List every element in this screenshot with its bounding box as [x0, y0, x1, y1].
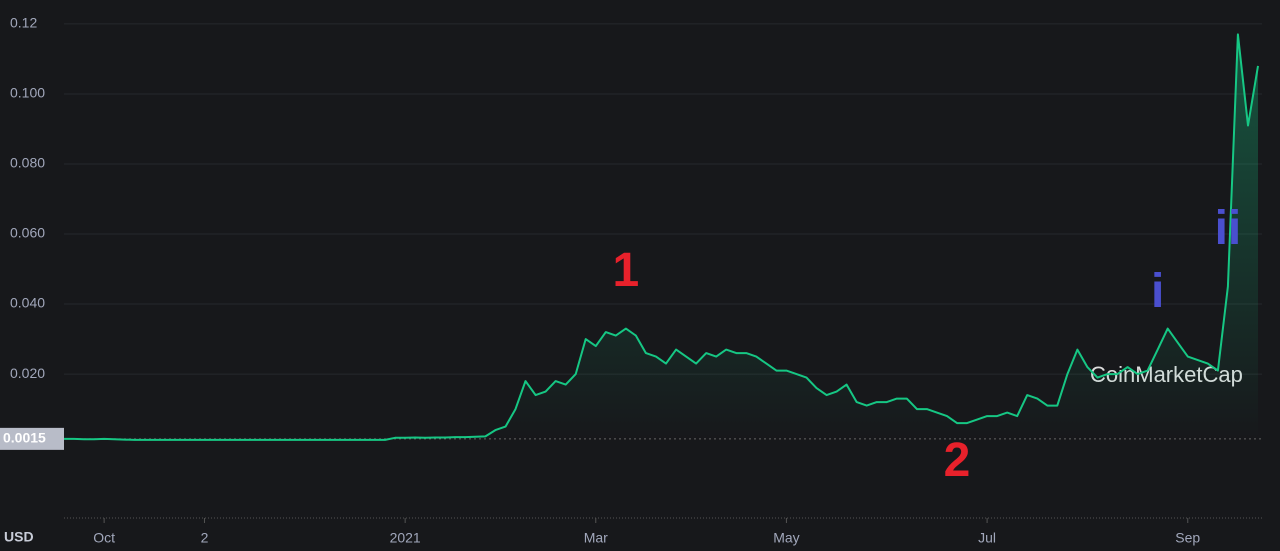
annotation: ii: [1215, 202, 1242, 255]
x-tick-label: 2: [201, 530, 209, 546]
area: [64, 34, 1258, 440]
y-tick-label: 0.080: [10, 155, 45, 171]
y-tick-label: 0.040: [10, 295, 45, 311]
x-tick-label: May: [773, 530, 799, 546]
reference-label-box: [0, 427, 64, 450]
annotation: 1: [613, 244, 640, 297]
currency-label: USD: [4, 529, 34, 545]
x-tick-label: Mar: [584, 530, 608, 546]
x-tick-label: 2021: [390, 530, 421, 546]
price-line: [64, 33, 1259, 441]
y-tick-label: 0.060: [10, 225, 45, 241]
y-tick-label: 0.020: [10, 365, 45, 381]
reference-label: 0.0015: [3, 430, 46, 446]
x-tick-label: Oct: [93, 530, 115, 546]
x-tick-label: Jul: [978, 530, 996, 546]
x-tick-label: Sep: [1175, 530, 1200, 546]
y-tick-label: 0.100: [10, 85, 45, 101]
annotation: i: [1151, 265, 1164, 318]
annotation: 2: [944, 434, 971, 487]
y-tick-label: 0.12: [10, 15, 37, 31]
